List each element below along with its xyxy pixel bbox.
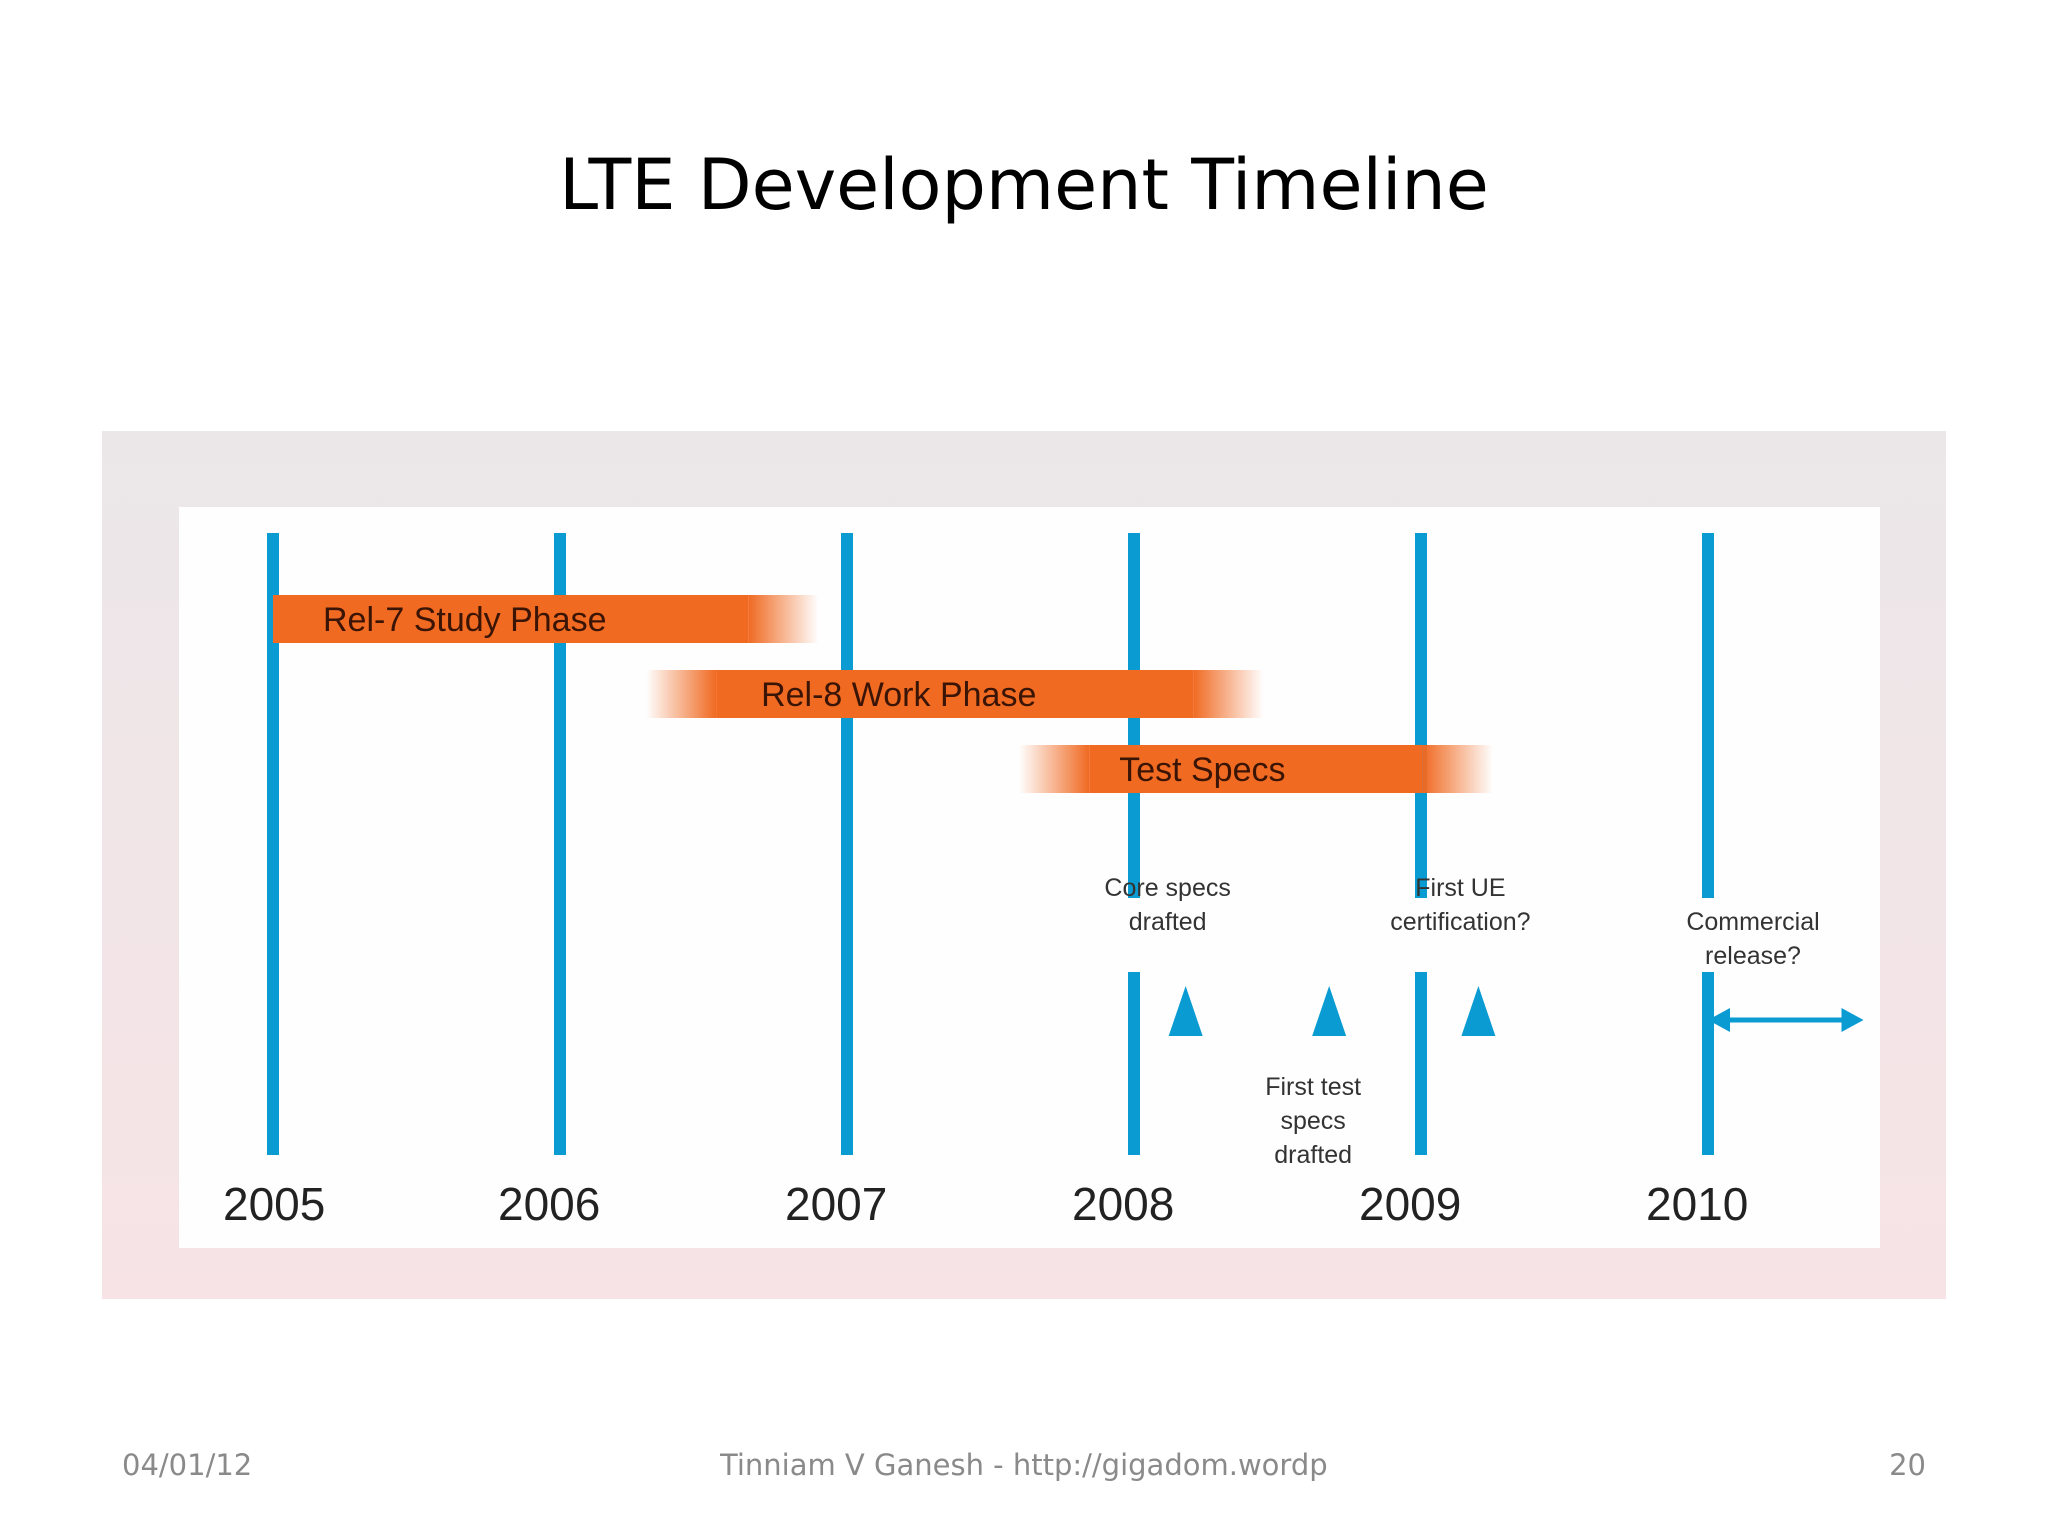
milestone-label: drafted	[1129, 908, 1207, 936]
phase-bar-body	[716, 670, 1194, 718]
year-label-2005: 2005	[223, 1178, 325, 1230]
milestone-triangle-icon	[1461, 986, 1496, 1036]
phase-bar-body	[1089, 745, 1423, 793]
year-line-2006	[554, 533, 566, 1155]
footer-date: 04/01/12	[122, 1448, 253, 1482]
year-line-2008	[1128, 533, 1140, 1155]
year-line-2005	[267, 533, 279, 1155]
milestone-label: First UE	[1415, 874, 1505, 902]
year-label-2009: 2009	[1359, 1178, 1461, 1230]
year-label-2010: 2010	[1646, 1178, 1748, 1230]
year-line-2009	[1415, 533, 1427, 1155]
phase-bar-fade-out	[1422, 745, 1493, 793]
milestone-label: First test	[1265, 1073, 1361, 1101]
year-label-2008: 2008	[1072, 1178, 1174, 1230]
phase-bar-label: Rel-7 Study Phase	[323, 601, 607, 639]
footer-author: Tinniam V Ganesh - http://gigadom.wordpr…	[720, 1448, 1330, 1482]
phase-bar-1: Rel-7 Study Phase	[273, 595, 819, 643]
label-gap	[1413, 898, 1429, 972]
release-window-label: release?	[1705, 942, 1801, 970]
milestone-triangle-icon	[1312, 986, 1347, 1036]
year-label-2006: 2006	[498, 1178, 600, 1230]
milestone-label: drafted	[1274, 1141, 1352, 1169]
milestone-label: specs	[1281, 1107, 1346, 1135]
year-line-2007	[841, 533, 853, 1155]
phase-bar-3: Test Specs	[1019, 745, 1493, 793]
milestone-3: First UE certification?	[1390, 874, 1531, 1036]
phase-bar-label: Rel-8 Work Phase	[761, 676, 1036, 714]
phase-bar-fade-out	[748, 595, 819, 643]
release-window: Commercial release?	[1686, 908, 1864, 1032]
phase-bar-label: Test Specs	[1119, 751, 1285, 789]
phase-bar-body	[273, 595, 749, 643]
milestone-triangle-icon	[1168, 986, 1203, 1036]
phase-bar-fade-in	[646, 670, 717, 718]
release-window-label: Commercial	[1686, 908, 1819, 936]
phase-bar-fade-out	[1193, 670, 1264, 718]
milestone-label: certification?	[1390, 908, 1530, 936]
label-gap	[1126, 898, 1142, 972]
label-gap	[1700, 898, 1716, 972]
arrow-left-icon	[1708, 1008, 1730, 1032]
year-label-2007: 2007	[785, 1178, 887, 1230]
arrow-right-icon	[1841, 1008, 1864, 1032]
slide-title: LTE Development Timeline	[559, 144, 1489, 226]
milestone-label: Core specs	[1104, 874, 1230, 902]
year-line-2010	[1702, 533, 1714, 1155]
phase-bar-2: Rel-8 Work Phase	[646, 670, 1264, 718]
milestone-1: Core specs drafted	[1104, 874, 1231, 1036]
footer-page-number: 20	[1889, 1448, 1926, 1482]
phase-bar-fade-in	[1019, 745, 1090, 793]
milestone-2: First test specs drafted	[1265, 986, 1361, 1169]
